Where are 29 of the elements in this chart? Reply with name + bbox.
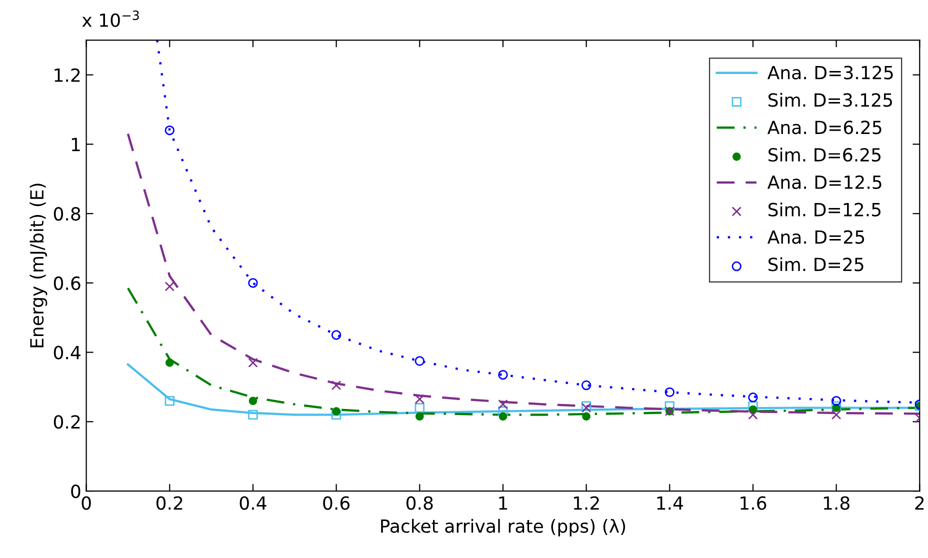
y-axis-title: Energy (mJ/bit) (E) [30,184,48,348]
legend-label: Ana. D=12.5 [767,175,882,190]
x-tick-label: 1.4 [657,496,683,510]
y-tick-label: 0.6 [54,276,80,290]
legend-label: Ana. D=3.125 [767,66,893,80]
y-tick-label: 0 [71,484,80,498]
legend-label: Sim. D=6.25 [768,148,881,162]
y-tick-label: 0.4 [54,346,80,360]
legend-label: Sim. D=12.5 [768,202,881,216]
x-tick-label: 0.4 [240,496,266,510]
x-tick-label: 0.6 [323,496,350,510]
y-tick-label: 1.2 [54,68,80,82]
y-tick-label: 0.8 [54,207,80,221]
y-tick-label: 1 [72,138,80,152]
y-tick-label: 0.2 [54,415,80,429]
x-tick-label: 1.6 [740,496,766,510]
x-tick-label: 1 [499,496,508,510]
legend-label: Sim. D=25 [768,257,864,272]
x-tick-label: 1.2 [574,496,599,510]
legend-label: Ana. D=6.25 [767,120,882,134]
text: x 10$^{−3}$ [82,10,139,28]
legend-label: Ana. D=25 [767,230,864,244]
x-axis-title: Packet arrival rate (pps) (λ) [381,518,626,536]
x-tick-label: 0 [82,496,91,510]
x-tick-label: 0.2 [156,496,182,510]
x-tick-label: 1.8 [824,496,850,510]
x-tick-label: 2 [915,496,924,510]
legend-label: Sim. D=3.125 [768,92,892,107]
x-tick-label: 0.8 [406,496,433,510]
